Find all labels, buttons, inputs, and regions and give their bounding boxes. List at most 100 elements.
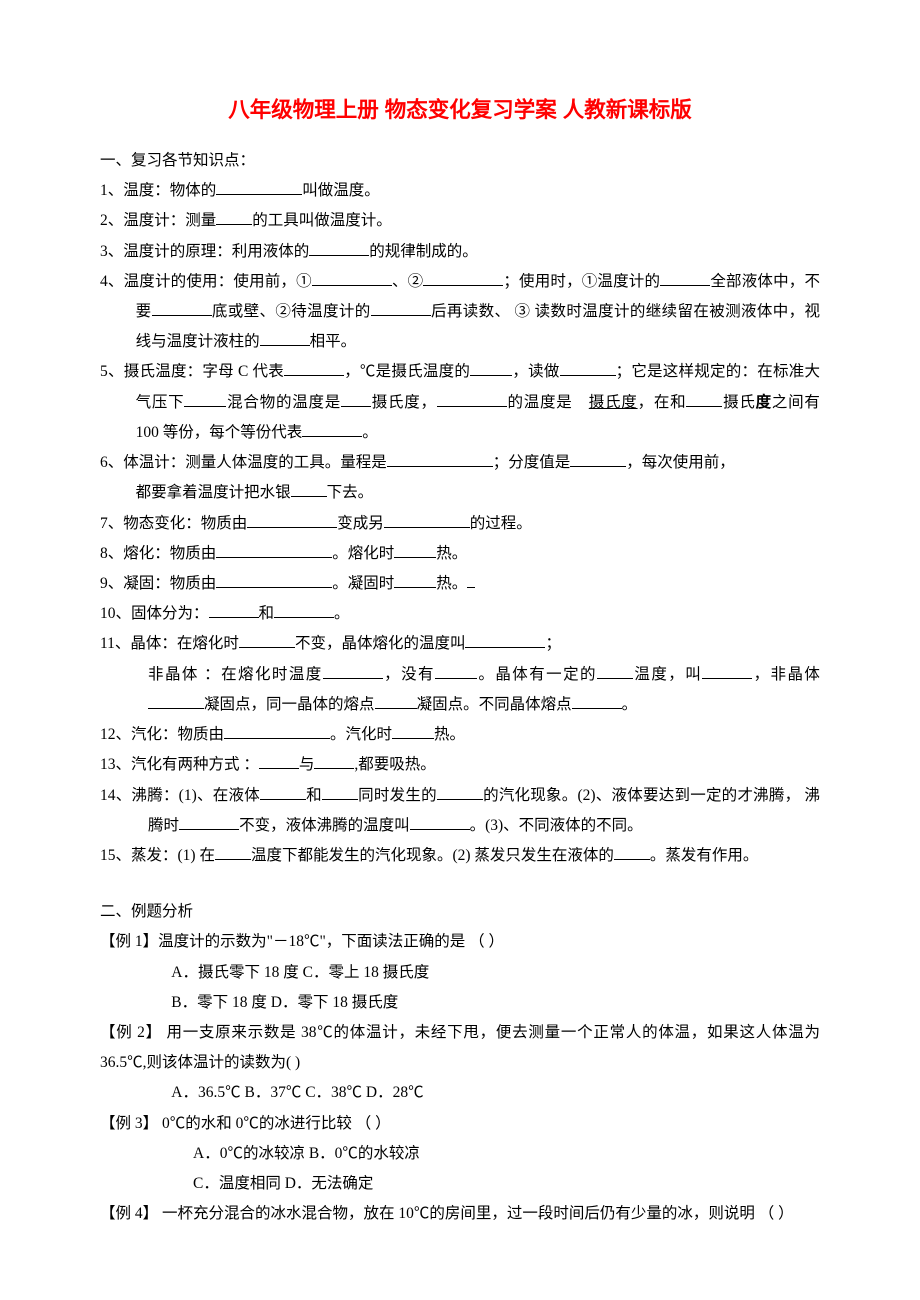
t: ； xyxy=(545,635,561,652)
t: 度 xyxy=(756,394,772,411)
t: 的汽化现象。(2)、液体要达到一定的 xyxy=(483,787,738,804)
t: 11、晶体：在熔化时 xyxy=(100,635,239,652)
blank xyxy=(179,815,239,830)
blank xyxy=(394,573,436,588)
q11: 11、晶体：在熔化时 不变，晶体熔化的温度叫 ； xyxy=(100,629,820,659)
q10: 10、固体分为：和。 xyxy=(100,599,820,629)
t: ，每次使用前， xyxy=(626,454,735,471)
blank xyxy=(437,392,507,407)
blank xyxy=(184,392,226,407)
q14: 14、沸腾：(1)、在液体和同时发生的的汽化现象。(2)、液体要达到一定的才沸腾… xyxy=(100,781,820,841)
t: 和 xyxy=(670,394,686,411)
q15: 15、蒸发：(1) 在温度下都能发生的汽化现象。(2) 蒸发只发生在液体的。蒸发… xyxy=(100,841,820,871)
t: 热。 xyxy=(436,545,467,562)
t: 5、摄氏温度：字母 C 代表 xyxy=(100,363,284,380)
blank xyxy=(465,633,545,648)
t: 。 xyxy=(622,696,638,713)
t: 6、体温计：测量人体温度的工具。量程是 xyxy=(100,454,387,471)
t: ；使用时，①温度计的 xyxy=(503,273,660,290)
blank xyxy=(274,603,334,618)
blank xyxy=(392,724,434,739)
blank xyxy=(410,815,470,830)
t: 。 xyxy=(362,424,378,441)
q8: 8、熔化：物质由。熔化时热。 xyxy=(100,539,820,569)
q3b: 的规律制成的。 xyxy=(369,243,478,260)
q1b: 叫做温度。 xyxy=(302,182,380,199)
blank xyxy=(423,271,503,286)
blank xyxy=(314,754,354,769)
blank xyxy=(284,362,344,377)
q5: 5、摄氏温度：字母 C 代表，℃是摄氏温度的，读做；它是这样规定的：在标准大气压… xyxy=(100,357,820,448)
t: 变成另 xyxy=(337,515,384,532)
blank xyxy=(215,845,251,860)
blank xyxy=(247,513,337,528)
blank xyxy=(597,664,633,679)
t: 的过程。 xyxy=(470,515,532,532)
t: 凝固点，同一晶体的熔点 xyxy=(204,696,375,713)
section1-header: 一、复习各节知识点： xyxy=(100,146,820,176)
blank xyxy=(371,301,431,316)
blank xyxy=(148,694,204,709)
t: 和 xyxy=(259,605,275,622)
blank xyxy=(437,785,483,800)
t: 、② xyxy=(392,273,424,290)
t: 不变，液体沸腾的温度叫 xyxy=(239,817,410,834)
blank xyxy=(291,482,327,497)
q12: 12、汽化：物质由。汽化时热。 xyxy=(100,720,820,750)
t: 摄氏度， xyxy=(371,394,437,411)
page-title: 八年级物理上册 物态变化复习学案 人教新课标版 xyxy=(100,90,820,132)
blank xyxy=(216,210,252,225)
t: 。晶体有一定的 xyxy=(477,666,597,683)
blank xyxy=(302,422,362,437)
blank xyxy=(572,694,622,709)
blank xyxy=(259,754,299,769)
blank xyxy=(260,785,306,800)
blank xyxy=(239,633,295,648)
t: 摄氏度 xyxy=(589,394,638,411)
q2-text: 2、温度计：测量 xyxy=(100,212,216,229)
blank xyxy=(209,603,259,618)
blank xyxy=(570,452,626,467)
blank xyxy=(309,241,369,256)
blank xyxy=(384,513,470,528)
ex3-opt-b: C．温度相同 D．无法确定 xyxy=(100,1169,820,1199)
t: 非晶体 ：在熔化时温度 xyxy=(148,666,323,683)
blank xyxy=(614,845,650,860)
q13: 13、汽化有两种方式 ：与,都要吸热。 xyxy=(100,750,820,780)
t: 热。 xyxy=(436,575,467,592)
ex2: 【例 2】 用一支原来示数是 38℃的体温计，未经下甩，便去测量一个正常人的体温… xyxy=(100,1018,820,1078)
t: 与 xyxy=(299,756,315,773)
ex3-opt-a: A．0℃的冰较凉 B．0℃的水较凉 xyxy=(100,1139,820,1169)
q1-text: 1、温度：物体的 xyxy=(100,182,216,199)
t: 温度下都能发生的汽化现象。(2) 蒸发只发生在液体的 xyxy=(251,847,614,864)
t: 不变，晶体熔化的温度叫 xyxy=(295,635,466,652)
t: ，没有 xyxy=(383,666,435,683)
t: 摄氏 xyxy=(722,394,755,411)
t: 凝固点。不同晶体熔点 xyxy=(417,696,572,713)
t: ；它是这样规定的： xyxy=(616,363,758,380)
q2: 2、温度计：测量的工具叫做温度计。 xyxy=(100,206,820,236)
blank xyxy=(387,452,493,467)
blank xyxy=(375,694,417,709)
t: 。汽化时 xyxy=(330,726,392,743)
t: 同时发生的 xyxy=(358,787,437,804)
t: 温度，叫 xyxy=(633,666,702,683)
ex2-opt: A．36.5℃ B．37℃ C．38℃ D．28℃ xyxy=(100,1078,820,1108)
q3: 3、温度计的原理：利用液体的的规律制成的。 xyxy=(100,237,820,267)
t: 下去。 xyxy=(327,484,374,501)
t: 12、汽化：物质由 xyxy=(100,726,224,743)
t: 。熔化时 xyxy=(332,545,394,562)
t: 的温度是 xyxy=(507,394,573,411)
blank xyxy=(394,543,436,558)
q9: 9、凝固：物质由。凝固时热。 xyxy=(100,569,820,599)
blank xyxy=(323,664,383,679)
blank xyxy=(216,180,302,195)
q6: 6、体温计：测量人体温度的工具。量程是 ；分度值是 ，每次使用前， xyxy=(100,448,820,478)
section2-header: 二、例题分析 xyxy=(100,897,820,927)
t: 。凝固时 xyxy=(332,575,394,592)
t: 都要拿着温度计把水银 xyxy=(136,484,291,501)
q7: 7、物态变化：物质由变成另的过程。 xyxy=(100,509,820,539)
blank xyxy=(312,271,392,286)
t: ,都要吸热。 xyxy=(354,756,435,773)
t: ；分度值是 xyxy=(493,454,571,471)
